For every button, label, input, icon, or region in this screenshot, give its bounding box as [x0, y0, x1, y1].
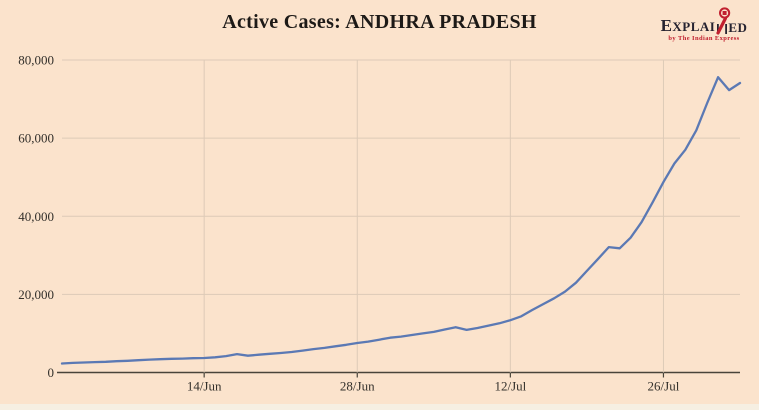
logo-tagline: by The Indian Express: [668, 35, 740, 42]
publisher-logo: EXPLAI ED by The Indian Express: [655, 7, 753, 43]
y-axis-tick-label: 20,000: [18, 287, 54, 302]
x-axis-tick-label: 12/Jul: [494, 379, 526, 394]
active-cases-data-line: [60, 76, 742, 365]
logo-wordmark: EXPLAI ED: [655, 7, 753, 35]
y-axis-tick-label: 60,000: [18, 131, 54, 146]
logo-wordmark-right: ED: [728, 20, 748, 35]
y-axis-tick-label: 80,000: [18, 53, 54, 68]
x-axis-tick-label: 14/Jun: [187, 379, 222, 394]
logo-wordmark-left: EXPLAI: [660, 16, 716, 35]
bottom-edge-strip: [0, 404, 759, 410]
x-axis-tick-label: 28/Jun: [340, 379, 375, 394]
y-axis-tick-label: 40,000: [18, 209, 54, 224]
y-axis-tick-label: 0: [48, 365, 55, 380]
magnifying-glass-icon: [716, 7, 731, 35]
chart-title: Active Cases: ANDHRA PRADESH: [222, 11, 537, 33]
x-axis-tick-label: 26/Jul: [648, 379, 680, 394]
